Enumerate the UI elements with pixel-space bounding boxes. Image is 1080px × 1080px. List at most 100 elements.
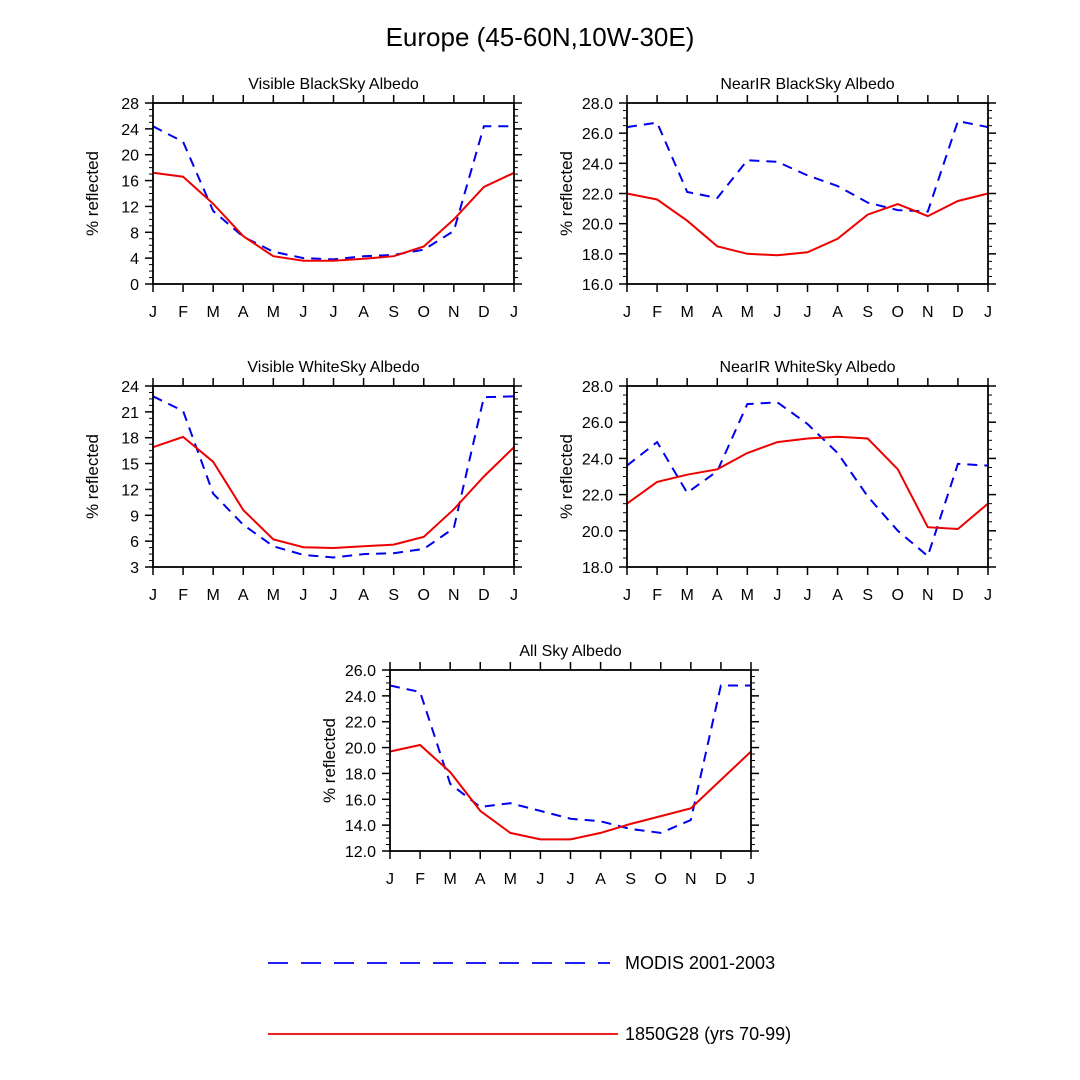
y-tick-label: 16: [121, 174, 139, 191]
y-tick-label: 20.0: [582, 524, 613, 541]
series-line-modis: [389, 684, 751, 834]
y-axis-label: % reflected: [557, 151, 576, 236]
x-tick-label: A: [238, 304, 249, 321]
y-tick-label: 12: [121, 482, 139, 499]
y-axis-label: % reflected: [557, 434, 576, 519]
x-tick-label: D: [715, 871, 727, 888]
series-line-modis: [152, 125, 514, 261]
x-tick-label: A: [358, 304, 369, 321]
x-tick-label: S: [388, 587, 399, 604]
x-tick-label: S: [388, 304, 399, 321]
y-tick-label: 22.0: [345, 715, 376, 732]
x-tick-label: J: [984, 587, 992, 604]
x-tick-label: O: [418, 587, 430, 604]
x-tick-label: S: [625, 871, 636, 888]
x-tick-label: D: [952, 304, 964, 321]
y-axis-label: % reflected: [83, 151, 102, 236]
plot-frame: [389, 669, 752, 852]
chart-panel-1: Visible BlackSky Albedo % reflected J F M A M J…: [83, 76, 522, 321]
y-tick-label: 18.0: [582, 560, 613, 577]
x-tick-label: M: [681, 587, 694, 604]
x-tick-label: J: [804, 304, 812, 321]
x-tick-label: J: [773, 304, 781, 321]
y-tick-label: 18: [121, 431, 139, 448]
x-tick-label: F: [652, 304, 662, 321]
x-tick-label: M: [444, 871, 457, 888]
x-tick-label: J: [299, 587, 307, 604]
x-tick-label: F: [415, 871, 425, 888]
chart-panel-5: All Sky Albedo % reflected J F M A M J J A S O N D J 12…: [320, 643, 759, 888]
y-tick-label: 28: [121, 96, 139, 113]
y-tick-label: 24.0: [582, 156, 613, 173]
x-tick-label: M: [267, 304, 280, 321]
plots-layer: Visible BlackSky Albedo % reflected J F M A M J…: [83, 76, 996, 888]
series-line-model: [626, 192, 989, 257]
x-tick-label: J: [510, 304, 518, 321]
series-line-model: [389, 743, 752, 841]
x-tick-label: N: [922, 587, 934, 604]
x-tick-label: N: [685, 871, 697, 888]
chart-title: Visible BlackSky Albedo: [248, 76, 419, 93]
x-tick-label: M: [267, 587, 280, 604]
y-tick-label: 24: [121, 379, 139, 396]
series-line-modis: [626, 401, 989, 558]
x-tick-label: M: [207, 587, 220, 604]
y-tick-label: 24.0: [582, 451, 613, 468]
x-tick-label: J: [386, 871, 394, 888]
plot-frame: [152, 102, 515, 285]
x-tick-label: J: [536, 871, 544, 888]
y-tick-label: 24: [121, 122, 139, 139]
x-tick-label: A: [595, 871, 606, 888]
x-tick-label: J: [149, 304, 157, 321]
x-tick-label: O: [418, 304, 430, 321]
x-tick-label: J: [299, 304, 307, 321]
y-tick-label: 16.0: [345, 792, 376, 809]
chart-panel-3: Visible WhiteSky Albedo % reflected J F M A M J…: [83, 359, 522, 604]
y-tick-label: 20: [121, 148, 139, 165]
y-tick-label: 9: [130, 508, 139, 525]
x-tick-label: A: [712, 587, 723, 604]
chart-title: NearIR BlackSky Albedo: [720, 76, 894, 93]
y-tick-label: 24.0: [345, 689, 376, 706]
figure-title: Europe (45-60N,10W-30E): [385, 22, 695, 52]
y-tick-label: 3: [130, 560, 139, 577]
y-tick-label: 20.0: [345, 741, 376, 758]
y-tick-label: 14.0: [345, 818, 376, 835]
x-tick-label: N: [448, 304, 460, 321]
x-tick-label: J: [510, 587, 518, 604]
y-tick-label: 16.0: [582, 277, 613, 294]
y-tick-label: 12: [121, 199, 139, 216]
x-tick-label: M: [207, 304, 220, 321]
legend-label-modis: MODIS 2001-2003: [625, 953, 776, 973]
plot-frame: [626, 385, 989, 568]
y-tick-label: 8: [130, 225, 139, 242]
chart-title: NearIR WhiteSky Albedo: [719, 359, 895, 376]
y-tick-label: 6: [130, 534, 139, 551]
y-tick-label: 0: [130, 277, 139, 294]
x-tick-label: J: [984, 304, 992, 321]
y-tick-label: 15: [121, 457, 139, 474]
y-tick-label: 22.0: [582, 187, 613, 204]
x-tick-label: J: [623, 304, 631, 321]
chart-title: All Sky Albedo: [519, 643, 621, 660]
legend-layer: [268, 962, 618, 1035]
y-tick-label: 21: [121, 405, 139, 422]
y-tick-label: 26.0: [582, 415, 613, 432]
y-tick-label: 20.0: [582, 217, 613, 234]
x-tick-label: J: [567, 871, 575, 888]
y-tick-label: 12.0: [345, 844, 376, 861]
y-tick-label: 4: [130, 251, 139, 268]
x-tick-label: M: [741, 304, 754, 321]
x-tick-label: J: [330, 304, 338, 321]
x-tick-label: M: [681, 304, 694, 321]
chart-panel-2: NearIR BlackSky Albedo % reflected J F M A M J J…: [557, 76, 996, 321]
x-tick-label: N: [448, 587, 460, 604]
x-tick-label: J: [149, 587, 157, 604]
x-tick-label: M: [741, 587, 754, 604]
series-line-model: [152, 171, 515, 262]
x-tick-label: J: [773, 587, 781, 604]
series-line-model: [152, 435, 515, 550]
series-line-modis: [152, 395, 515, 559]
x-tick-label: D: [952, 587, 964, 604]
